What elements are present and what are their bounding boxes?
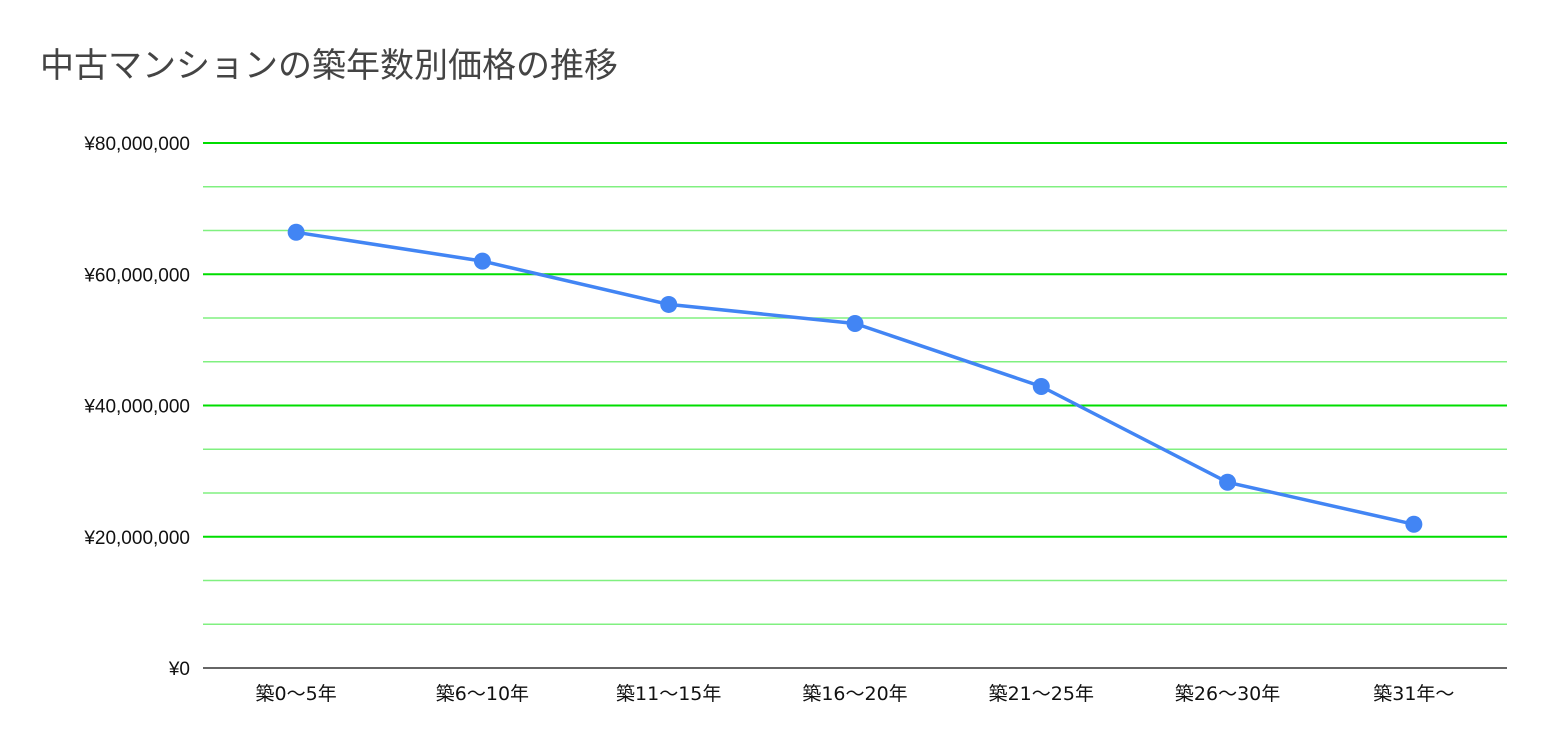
x-tick-label: 築0〜5年	[256, 683, 337, 705]
y-tick-label: ¥60,000,000	[83, 265, 190, 286]
y-tick-label: ¥20,000,000	[83, 528, 190, 549]
data-point	[1405, 515, 1423, 533]
x-axis-labels: 築0〜5年 築6〜10年 築11〜15年 築16〜20年 築21〜25年 築26〜30年 築…	[256, 683, 1455, 705]
data-point	[846, 314, 864, 332]
x-tick-label: 築11〜15年	[616, 683, 721, 705]
x-tick-label: 築6〜10年	[436, 683, 529, 705]
y-tick-label: ¥0	[168, 659, 190, 680]
grid-layer	[203, 142, 1507, 669]
x-tick-label: 築16〜20年	[802, 683, 907, 705]
data-point	[1219, 473, 1237, 491]
series-line	[295, 230, 1415, 527]
x-tick-label: 築31年〜	[1373, 683, 1454, 705]
data-point	[1032, 377, 1050, 395]
x-tick-label: 築26〜30年	[1175, 683, 1280, 705]
y-tick-label: ¥40,000,000	[83, 397, 190, 418]
data-point	[473, 252, 491, 270]
x-tick-label: 築21〜25年	[989, 683, 1094, 705]
series-layer	[287, 223, 1423, 533]
data-point	[287, 223, 305, 241]
y-axis-labels: ¥0 ¥20,000,000 ¥40,000,000 ¥60,000,000 ¥80,0…	[83, 134, 190, 680]
y-tick-label: ¥80,000,000	[83, 134, 190, 155]
chart-title: 中古マンションの築年数別価格の推移	[40, 46, 618, 86]
data-point	[660, 295, 678, 313]
